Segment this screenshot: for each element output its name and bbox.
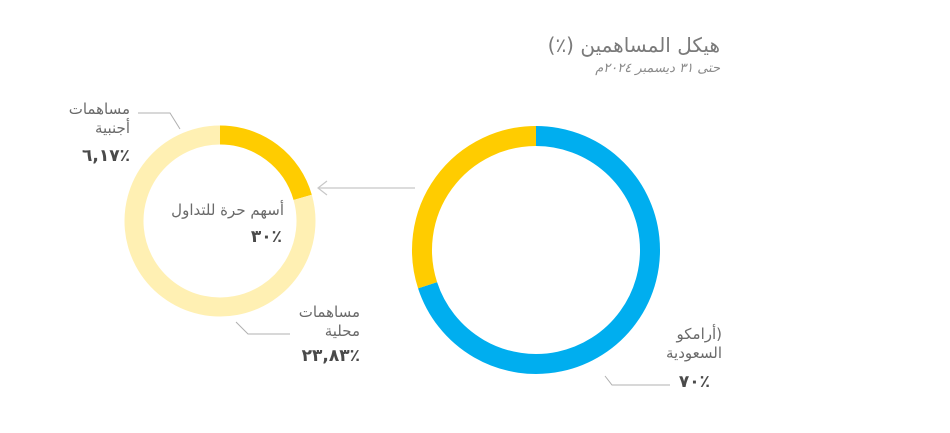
donut-slice-free-float xyxy=(412,126,537,289)
center-label: أسهم حرة للتداول xyxy=(171,201,284,219)
slice-value-local: ٪٢٣,٨٣ xyxy=(301,346,360,366)
donut-slice-aramco xyxy=(418,126,660,374)
leader-local xyxy=(235,321,290,335)
slice-label-foreign: مساهمات أجنبية xyxy=(69,100,130,138)
slice-label-aramco: (أرامكو السعودية xyxy=(666,325,722,363)
center-value: ٪٣٠ xyxy=(250,227,282,247)
free-float-donut xyxy=(124,125,316,317)
chart-title: هيكل المساهمين (٪) xyxy=(547,33,720,57)
main-donut xyxy=(412,126,660,374)
slice-value-foreign: ٪٦,١٧ xyxy=(82,146,130,166)
leader-foreign xyxy=(138,112,181,130)
chart-subtitle: حتى ٣١ ديسمبر ٢٠٢٤م xyxy=(595,61,720,76)
arrow-head xyxy=(317,180,328,196)
slice-label-line: السعودية xyxy=(665,344,722,362)
slice-label-line: محلية xyxy=(324,322,360,340)
slice-label-line: أجنبية xyxy=(94,119,130,137)
leader-aramco xyxy=(604,375,670,386)
donut-slice-foreign xyxy=(219,125,312,201)
slice-value-aramco: ٪٧٠ xyxy=(678,372,710,392)
slice-label-line: مساهمات xyxy=(298,303,360,321)
donut-slice-local xyxy=(124,125,316,317)
slice-label-local: مساهمات محلية xyxy=(299,303,360,341)
slice-label-line: (أرامكو xyxy=(676,325,723,343)
slice-label-line: مساهمات xyxy=(68,100,130,118)
